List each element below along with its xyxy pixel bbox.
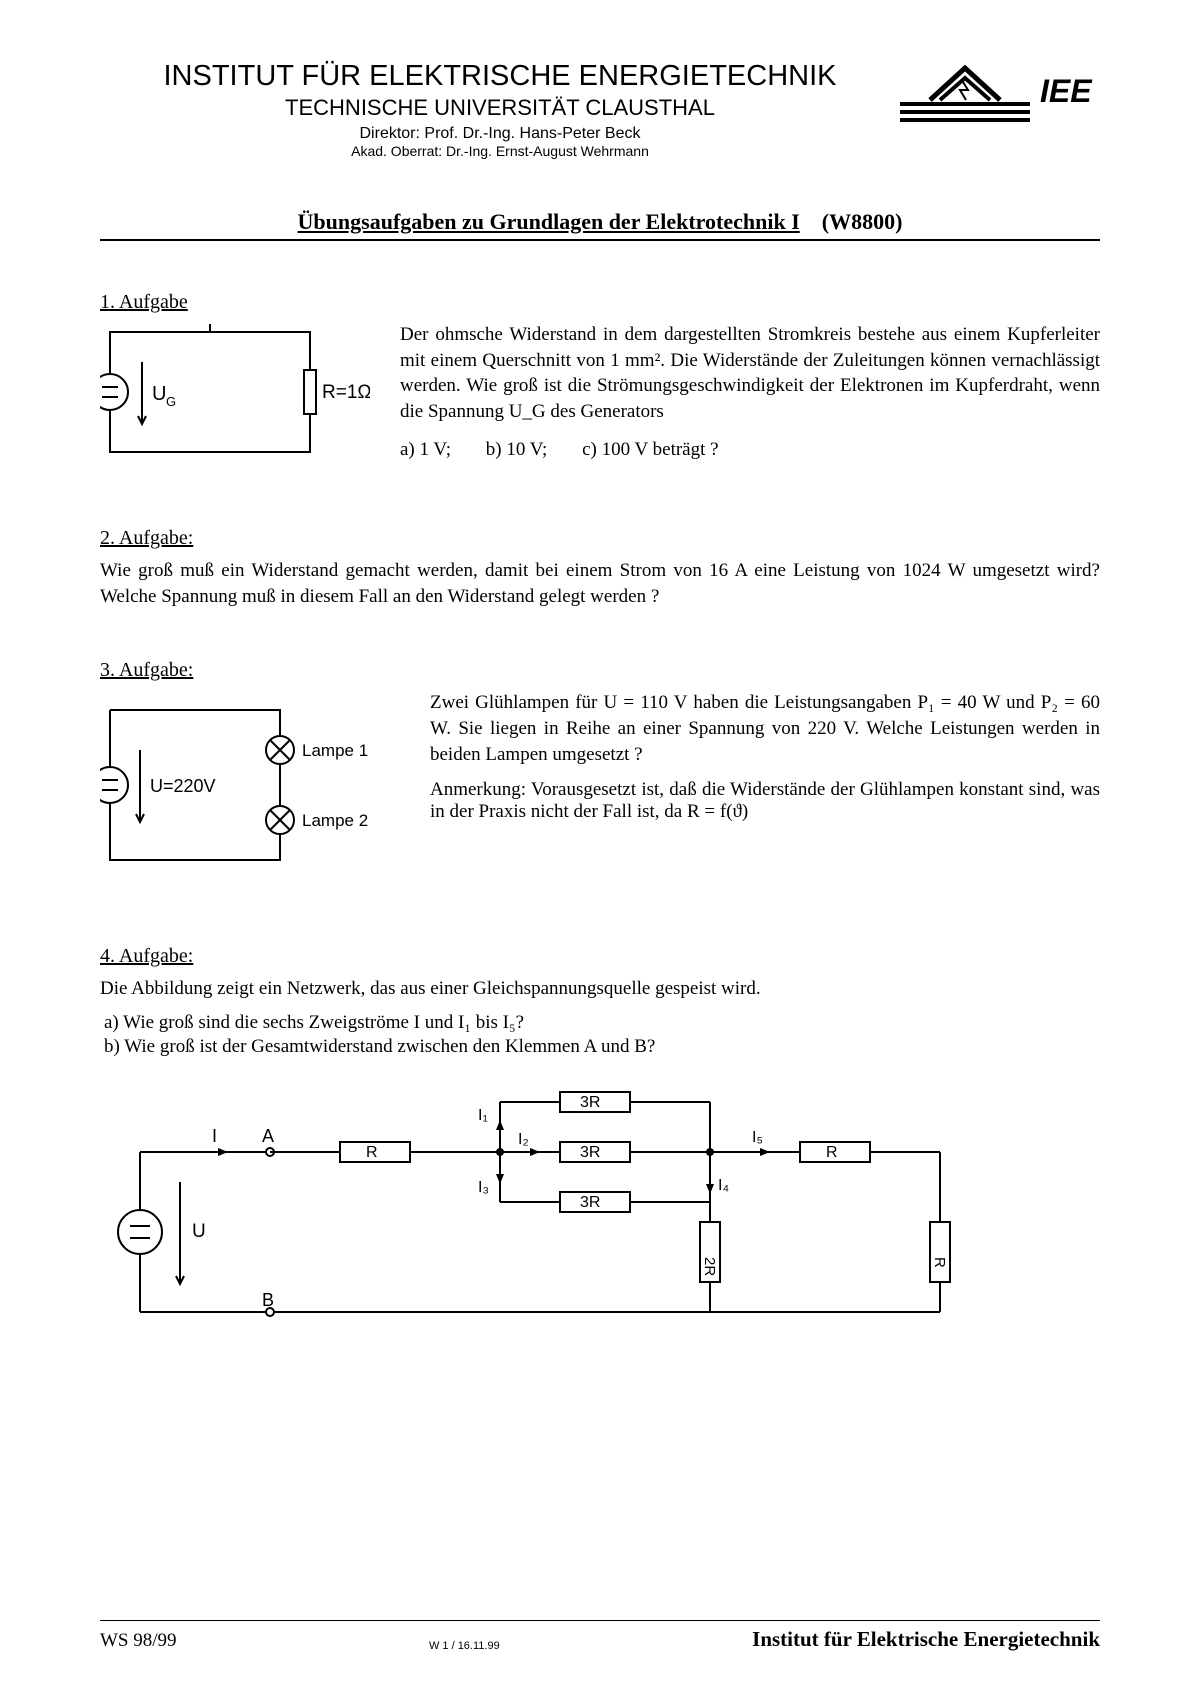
svg-text:U: U <box>152 383 166 405</box>
svg-text:B: B <box>262 1290 274 1310</box>
svg-text:I₂: I₂ <box>518 1131 529 1148</box>
aufgabe-1-diagram: U G R=1Ω <box>100 322 370 477</box>
page-title: Übungsaufgaben zu Grundlagen der Elektro… <box>100 209 1100 241</box>
svg-text:I₄: I₄ <box>718 1177 729 1194</box>
svg-text:U=220V: U=220V <box>150 776 216 796</box>
svg-text:I₅: I₅ <box>752 1129 763 1146</box>
footer-mid: W 1 / 16.11.99 <box>429 1640 500 1652</box>
aufgabe-4-intro: Die Abbildung zeigt ein Netzwerk, das au… <box>100 976 1100 1002</box>
aufgabe-3-text: Zwei Glühlampen für U = 110 V haben die … <box>430 690 1100 767</box>
svg-text:Lampe 1: Lampe 1 <box>302 741 368 760</box>
aufgabe-3-note: Anmerkung: Vorausgesetzt ist, daß die Wi… <box>430 779 1100 823</box>
aufgabe-4-qb: b) Wie groß ist der Gesamtwiderstand zwi… <box>104 1036 1100 1058</box>
svg-text:I₃: I₃ <box>478 1179 489 1196</box>
university-title: TECHNISCHE UNIVERSITÄT CLAUSTHAL <box>100 95 900 121</box>
svg-text:IEE: IEE <box>1040 73 1093 109</box>
svg-text:G: G <box>166 394 176 409</box>
opt-c: c) 100 V beträgt ? <box>582 439 718 460</box>
svg-text:A: A <box>262 1126 274 1146</box>
header: INSTITUT FÜR ELEKTRISCHE ENERGIETECHNIK … <box>100 60 1100 159</box>
institute-title: INSTITUT FÜR ELEKTRISCHE ENERGIETECHNIK <box>100 60 900 93</box>
director-line: Direktor: Prof. Dr.-Ing. Hans-Peter Beck <box>100 125 900 143</box>
svg-text:Lampe 2: Lampe 2 <box>302 811 368 830</box>
opt-a: a) 1 V; <box>400 439 451 460</box>
aufgabe-1-text: Der ohmsche Widerstand in dem dargestell… <box>400 322 1100 425</box>
title-main: Übungsaufgaben zu Grundlagen der Elektro… <box>298 209 800 234</box>
aufgabe-2: 2. Aufgabe: Wie groß muß ein Widerstand … <box>100 527 1100 609</box>
svg-text:R: R <box>931 1257 948 1268</box>
svg-text:3R: 3R <box>580 1144 600 1161</box>
svg-text:R=1Ω: R=1Ω <box>322 382 370 403</box>
iee-logo: IEE <box>900 60 1100 130</box>
aufgabe-1-options: a) 1 V; b) 10 V; c) 100 V beträgt ? <box>400 439 1100 461</box>
title-code: (W8800) <box>822 209 903 234</box>
aufgabe-4-qa: a) Wie groß sind die sechs Zweigströme I… <box>104 1012 1100 1034</box>
footer-left: WS 98/99 <box>100 1630 177 1652</box>
aufgabe-4: 4. Aufgabe: Die Abbildung zeigt ein Netz… <box>100 945 1100 1357</box>
aufgabe-3-diagram: U=220V Lampe 1 Lampe 2 <box>100 690 400 895</box>
svg-text:I: I <box>212 1126 217 1146</box>
svg-text:3R: 3R <box>580 1094 600 1111</box>
footer: WS 98/99 W 1 / 16.11.99 Institut für Ele… <box>100 1620 1100 1652</box>
svg-text:3R: 3R <box>580 1194 600 1211</box>
aufgabe-4-heading: 4. Aufgabe: <box>100 945 1100 968</box>
aufgabe-4-diagram: U I A B R 3R 3R 3R R 2R R I₁ I₂ I₃ I₄ I₅ <box>100 1072 1100 1357</box>
aufgabe-1: 1. Aufgabe <box>100 291 1100 477</box>
aufgabe-2-heading: 2. Aufgabe: <box>100 527 1100 550</box>
aufgabe-3: 3. Aufgabe: <box>100 659 1100 895</box>
svg-text:R: R <box>366 1144 378 1161</box>
opt-b: b) 10 V; <box>486 439 548 460</box>
svg-text:2R: 2R <box>701 1257 718 1276</box>
svg-text:I₁: I₁ <box>478 1107 488 1124</box>
aufgabe-1-heading: 1. Aufgabe <box>100 291 1100 314</box>
aufgabe-2-text: Wie groß muß ein Widerstand gemacht werd… <box>100 558 1100 609</box>
svg-text:R: R <box>826 1144 838 1161</box>
akad-line: Akad. Oberrat: Dr.-Ing. Ernst-August Weh… <box>100 143 900 159</box>
footer-right: Institut für Elektrische Energietechnik <box>752 1627 1100 1652</box>
aufgabe-3-heading: 3. Aufgabe: <box>100 659 1100 682</box>
svg-text:U: U <box>192 1221 206 1242</box>
